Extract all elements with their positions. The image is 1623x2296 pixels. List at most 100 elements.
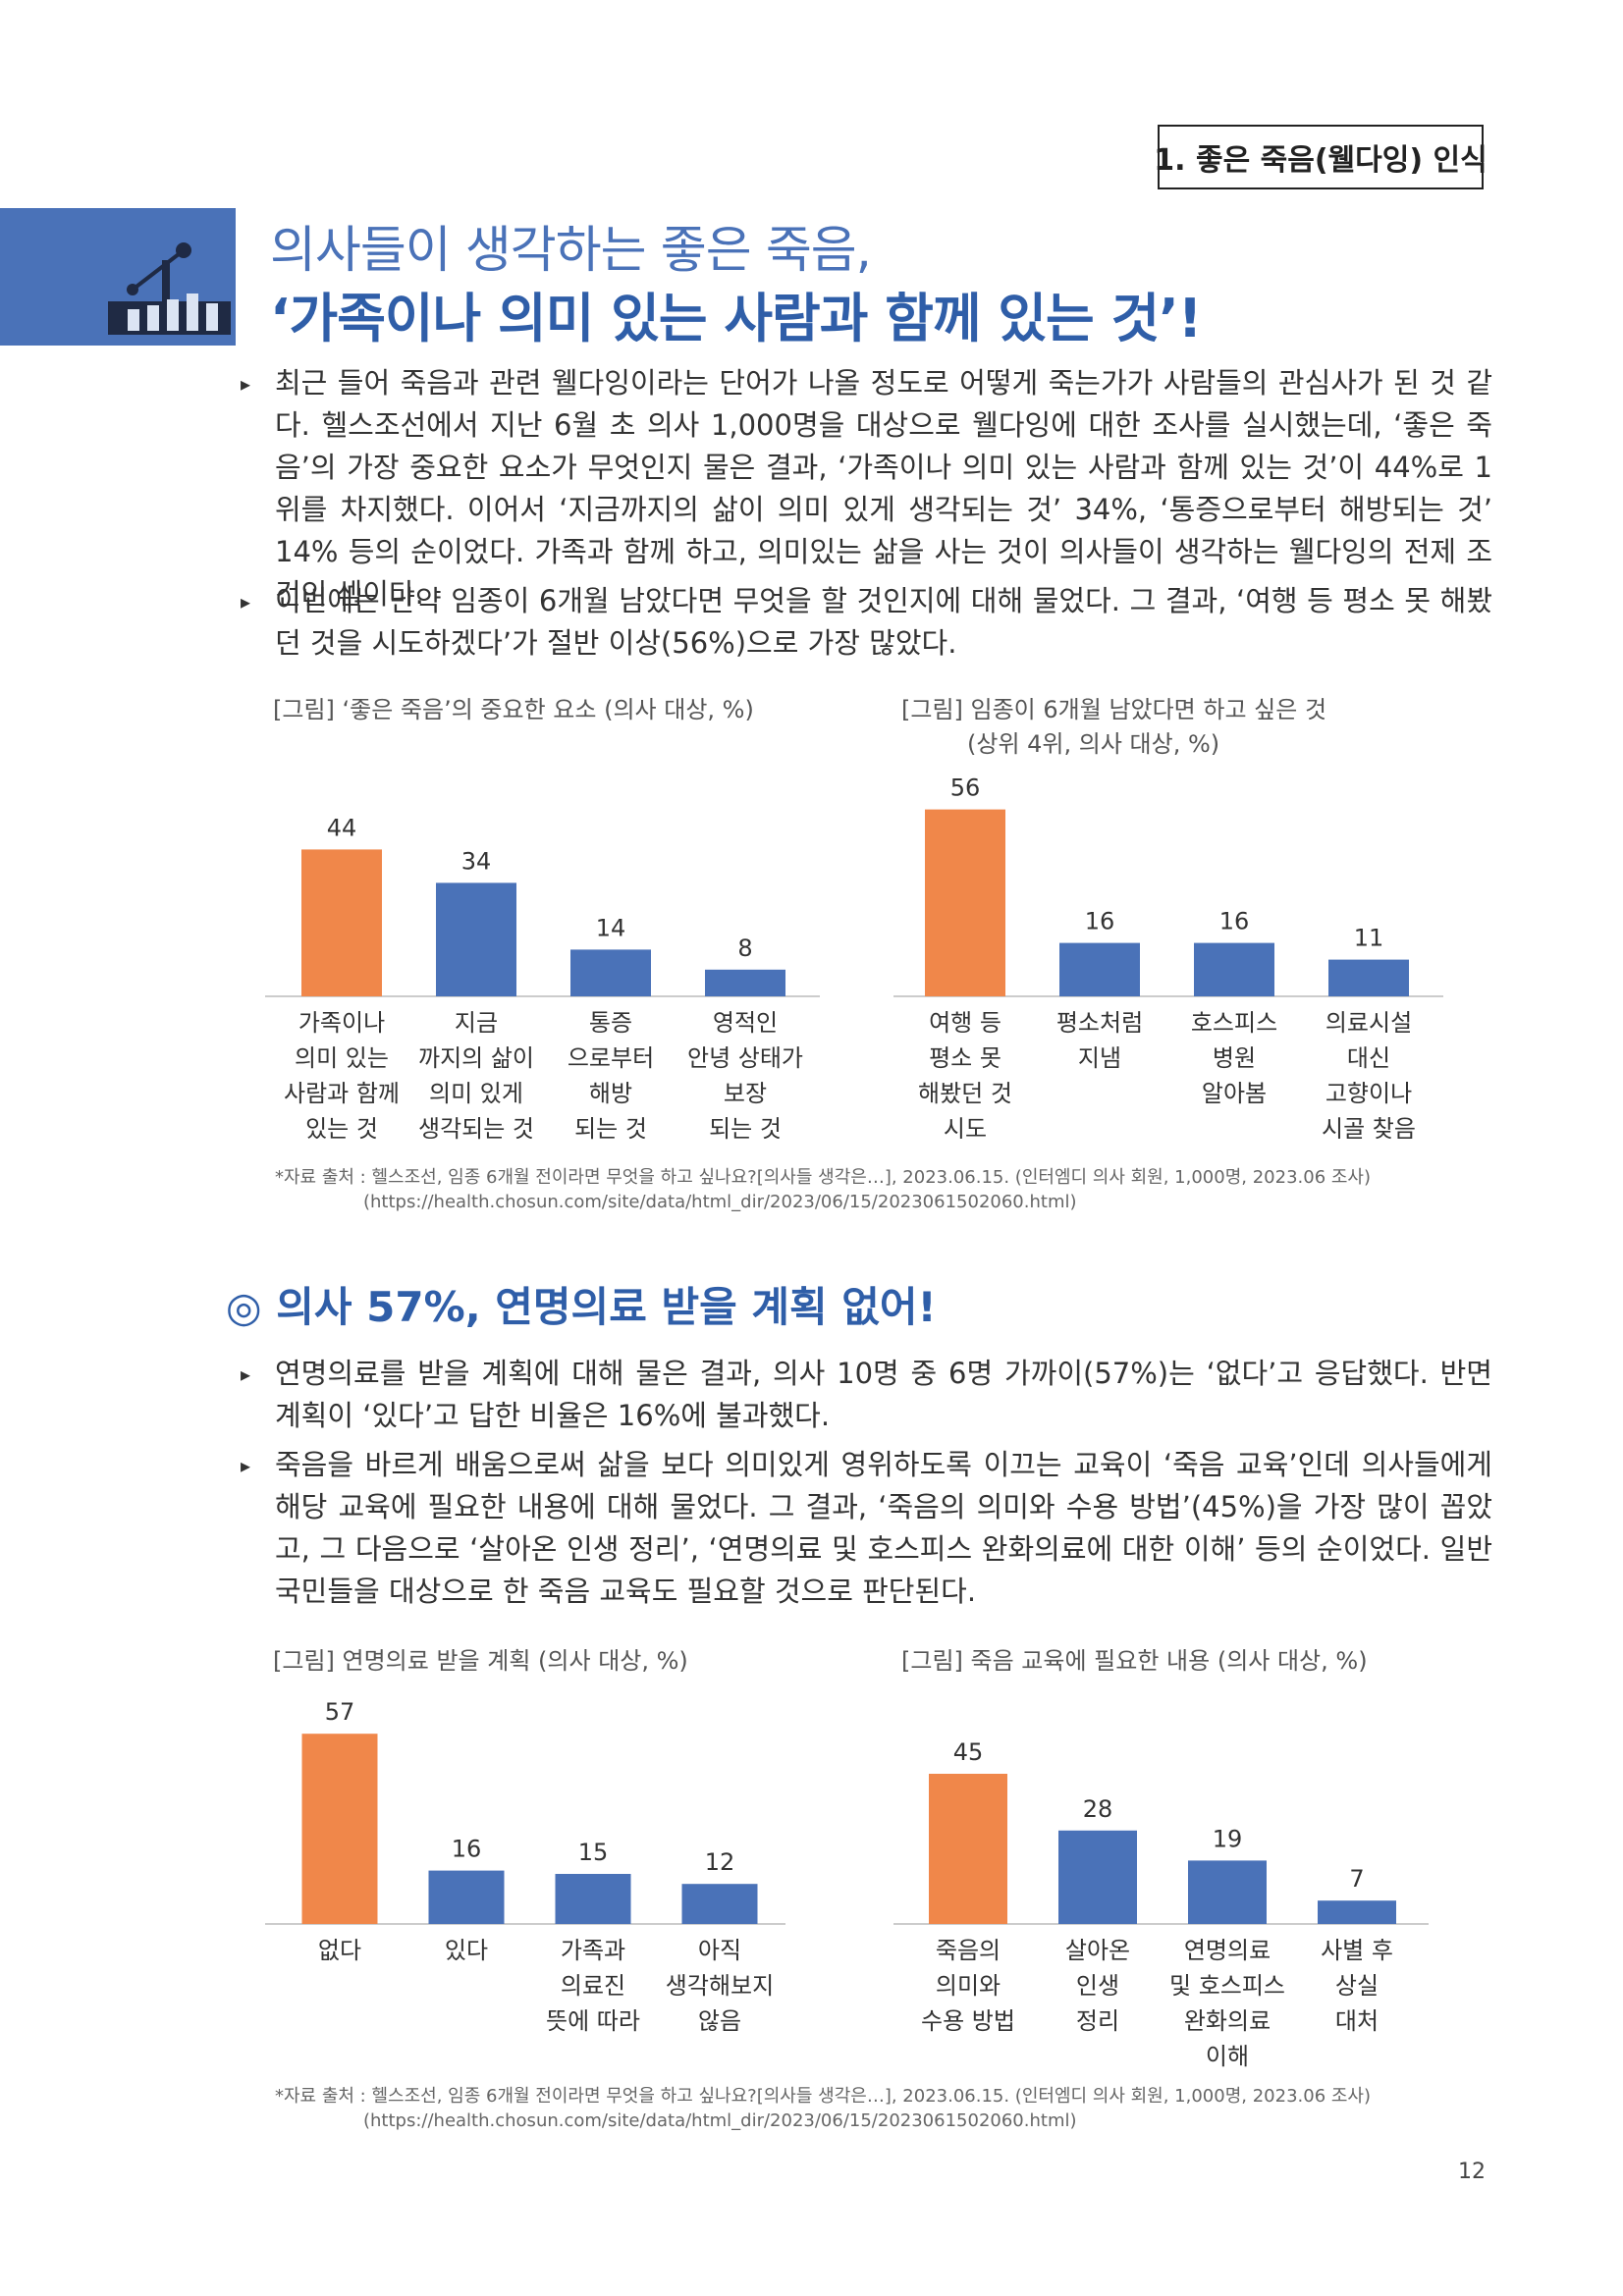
chart-category-label: 시도: [944, 1115, 987, 1143]
chart-category-label: 통증: [589, 1009, 632, 1037]
chart-category-label: 되는 것: [709, 1115, 782, 1143]
chart-value-label: 57: [325, 1698, 355, 1726]
chart-category-label: 연명의료: [1184, 1937, 1271, 1964]
chart-category-label: 지금: [455, 1009, 498, 1037]
source-note-line2: (https://health.chosun.com/site/data/htm…: [363, 1192, 1077, 1212]
chart-bar: [1194, 942, 1274, 996]
chart-value-label: 19: [1213, 1825, 1243, 1852]
chart-category-label: 대신: [1347, 1044, 1390, 1072]
chart-category-label: 않음: [698, 2007, 741, 2035]
chart1-title: [그림] ‘좋은 죽음’의 중요한 요소 (의사 대상, %): [273, 696, 754, 723]
chart-value-label: 15: [578, 1839, 609, 1866]
chart-category-label: 상실: [1335, 1972, 1379, 2000]
chart-bar: [925, 809, 1005, 996]
chart-bar: [1059, 942, 1140, 996]
chart-category-label: 생각되는 것: [418, 1115, 534, 1143]
second-paragraph-1: 연명의료를 받을 계획에 대해 물은 결과, 의사 10명 중 6명 가까이(5…: [275, 1357, 1492, 1432]
chart-growth-icon: [108, 242, 231, 335]
chart-value-label: 11: [1354, 925, 1384, 952]
chart-value-label: 56: [950, 774, 981, 802]
subheading: ◎ 의사 57%, 연명의료 받을 계획 없어!: [226, 1283, 937, 1331]
chart-category-label: 의료시설: [1325, 1009, 1412, 1037]
chart-category-label: 까지의 삶이: [418, 1044, 534, 1072]
source-note-1: *자료 출처 : 헬스조선, 임종 6개월 전이라면 무엇을 하고 싶나요?[의…: [275, 1165, 1371, 1214]
chart-value-label: 44: [327, 814, 357, 841]
chart-bar: [1328, 959, 1409, 996]
chart-category-label: 시골 찾음: [1322, 1115, 1416, 1143]
chart-category-label: 인생: [1076, 1972, 1119, 2000]
chart-category-label: 아직: [698, 1937, 741, 1964]
chart-category-label: 알아봄: [1202, 1080, 1267, 1107]
chart2-title: [그림] 임종이 6개월 남았다면 하고 싶은 것: [901, 696, 1327, 723]
chart-category-label: 병원: [1213, 1044, 1256, 1072]
chart-bar: [1318, 1900, 1396, 1924]
bullet-icon: ▸: [241, 1454, 251, 1477]
chart-value-label: 7: [1349, 1865, 1364, 1893]
chart-category-label: 있다: [445, 1937, 488, 1964]
source-note-line1: *자료 출처 : 헬스조선, 임종 6개월 전이라면 무엇을 하고 싶나요?[의…: [275, 2086, 1372, 2107]
source-note-line1: *자료 출처 : 헬스조선, 임종 6개월 전이라면 무엇을 하고 싶나요?[의…: [275, 1167, 1372, 1188]
bullet-icon: ▸: [241, 372, 251, 396]
chart-bar: [555, 1874, 631, 1924]
chart-bar: [301, 849, 382, 996]
chart-category-label: 수용 방법: [921, 2007, 1015, 2035]
chart-bar: [436, 882, 516, 996]
chart4-title: [그림] 죽음 교육에 필요한 내용 (의사 대상, %): [901, 1647, 1368, 1675]
chart-category-label: 되는 것: [574, 1115, 647, 1143]
chart-bar: [1058, 1830, 1137, 1924]
chart-value-label: 16: [1219, 908, 1250, 935]
chart-category-label: 보장: [724, 1080, 767, 1107]
bullet-icon: ▸: [241, 590, 251, 614]
source-note-2: *자료 출처 : 헬스조선, 임종 6개월 전이라면 무엇을 하고 싶나요?[의…: [275, 2084, 1371, 2133]
page-title-line1: 의사들이 생각하는 좋은 죽음,: [270, 222, 872, 280]
chart-bar: [705, 969, 785, 996]
chart-value-label: 12: [705, 1848, 735, 1876]
chart-category-label: 없다: [318, 1937, 361, 1964]
chart-category-label: 사람과 함께: [284, 1080, 400, 1107]
chart-category-label: 의미와: [936, 1972, 1001, 2000]
chart-category-label: 이해: [1206, 2043, 1249, 2070]
intro-paragraph-2: 이번에는 만약 임종이 6개월 남았다면 무엇을 할 것인지에 대해 물었다. …: [275, 584, 1492, 660]
chart-category-label: 생각해보지: [666, 1972, 774, 2000]
bullet-icon: ▸: [241, 1362, 251, 1386]
chart-category-label: 가족과: [561, 1937, 625, 1964]
chart-category-label: 정리: [1076, 2007, 1119, 2035]
chart-category-label: 가족이나: [298, 1009, 385, 1037]
chart-value-label: 45: [953, 1738, 984, 1766]
chart-category-label: 평소처럼: [1056, 1009, 1143, 1037]
chart-value-label: 16: [452, 1836, 482, 1863]
chart-category-label: 있는 것: [305, 1115, 378, 1143]
chart-category-label: 고향이나: [1325, 1080, 1412, 1107]
chart-category-label: 여행 등: [929, 1009, 1001, 1037]
chart3-title: [그림] 연명의료 받을 계획 (의사 대상, %): [273, 1647, 688, 1675]
chart-value-label: 16: [1085, 908, 1115, 935]
chart-category-label: 죽음의: [936, 1937, 1001, 1964]
page-number: 12: [1458, 2160, 1486, 2184]
chart-category-label: 사별 후: [1321, 1937, 1393, 1964]
chart-value-label: 28: [1083, 1795, 1113, 1823]
chart-value-label: 8: [737, 934, 752, 962]
chart-category-label: 대처: [1335, 2007, 1379, 2035]
second-paragraph-2: 죽음을 바르게 배움으로써 삶을 보다 의미있게 영위하도록 이끄는 교육이 ‘…: [275, 1448, 1492, 1608]
chart-category-label: 의미 있는: [295, 1044, 389, 1072]
chart-bar: [1188, 1860, 1267, 1924]
chart2-subtitle: (상위 4위, 의사 대상, %): [967, 730, 1220, 758]
chart-category-label: 살아온: [1065, 1937, 1130, 1964]
chart-bar: [570, 949, 651, 996]
chart-bar: [681, 1884, 758, 1924]
chart-bar: [929, 1774, 1007, 1924]
intro-paragraph-1: 최근 들어 죽음과 관련 웰다잉이라는 단어가 나올 정도로 어떻게 죽는가가 …: [275, 366, 1492, 611]
section-label: 1. 좋은 죽음(웰다잉) 인식: [1154, 125, 1488, 189]
chart-category-label: 해봤던 것: [918, 1080, 1012, 1107]
chart-category-label: 의료진: [561, 1972, 625, 2000]
chart-category-label: 의미 있게: [429, 1080, 523, 1107]
chart-category-label: 해방: [589, 1080, 632, 1107]
page-title-line2: ‘가족이나 의미 있는 사람과 함께 있는 것’!: [270, 288, 1202, 349]
chart-category-label: 뜻에 따라: [546, 2007, 640, 2035]
chart-category-label: 호스피스: [1191, 1009, 1277, 1037]
chart-value-label: 34: [461, 847, 492, 875]
chart-value-label: 14: [596, 914, 626, 941]
